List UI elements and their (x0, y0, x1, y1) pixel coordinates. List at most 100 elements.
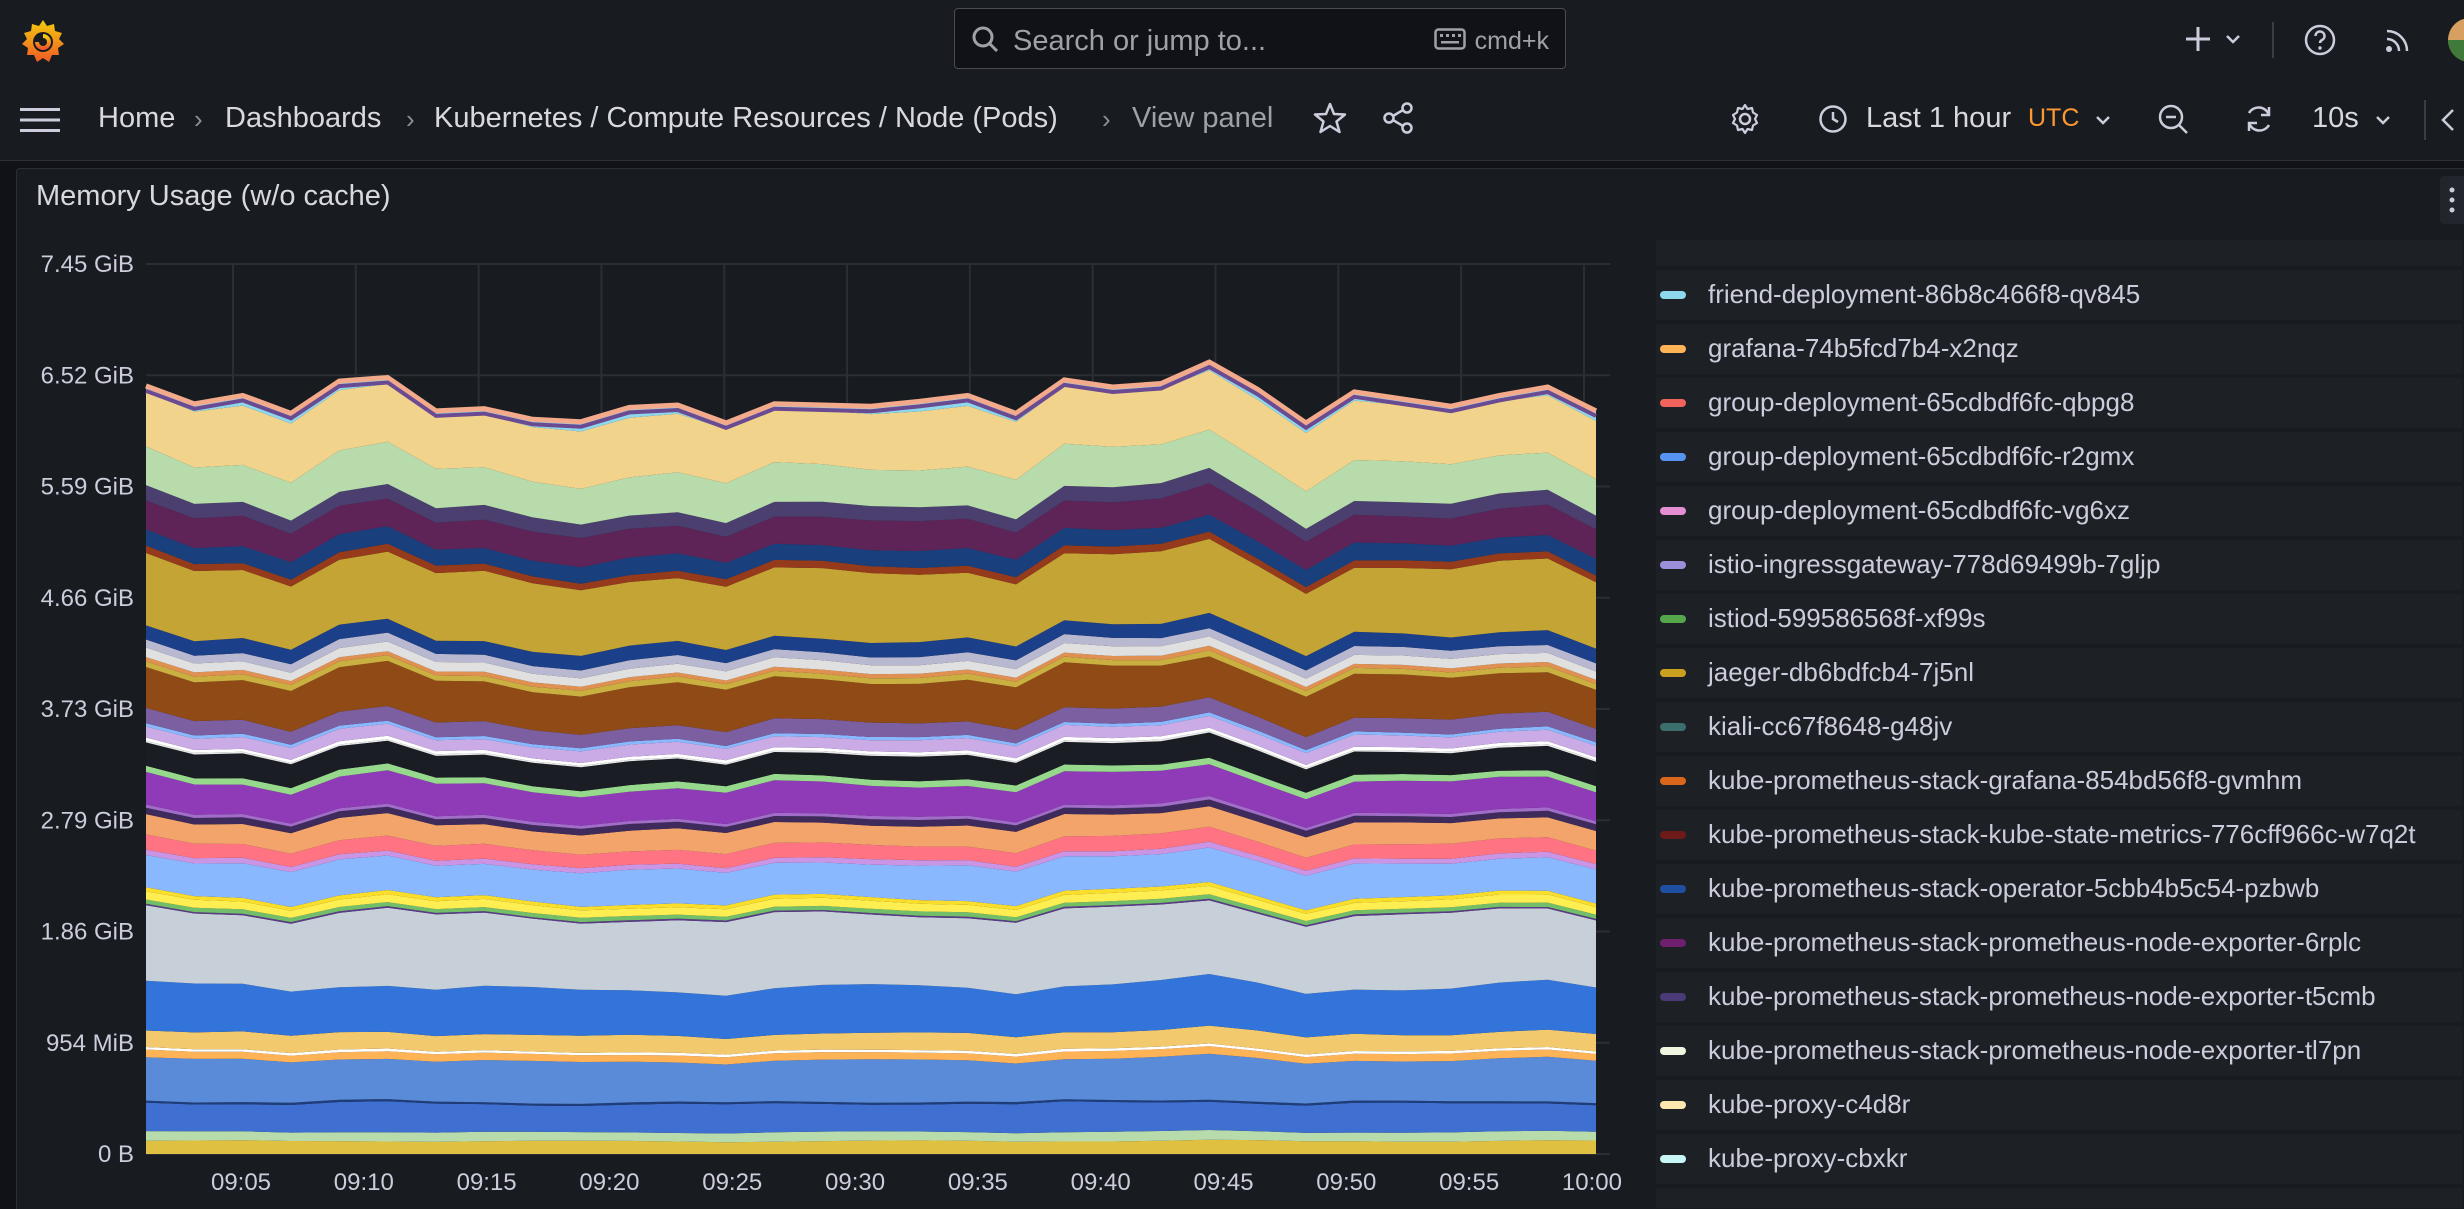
series-area[interactable] (146, 757, 1596, 800)
star-icon[interactable] (1312, 100, 1348, 136)
refresh-icon[interactable] (2240, 100, 2278, 138)
zoom-out-icon[interactable] (2154, 100, 2192, 138)
y-tick-label: 3.73 GiB (41, 696, 134, 723)
series-area[interactable] (146, 1025, 1596, 1055)
chevron-down-icon[interactable] (2220, 26, 2246, 52)
series-area[interactable] (146, 885, 1596, 921)
series-area[interactable] (146, 806, 1596, 858)
series-area[interactable] (146, 483, 1596, 570)
series-area[interactable] (146, 894, 1596, 926)
series-area[interactable] (146, 898, 1596, 927)
series-area[interactable] (146, 636, 1596, 687)
series-area[interactable] (146, 730, 1596, 770)
legend-swatch (1660, 939, 1686, 947)
series-area[interactable] (146, 370, 1596, 492)
share-icon[interactable] (1380, 100, 1416, 136)
settings-icon[interactable] (1726, 100, 1764, 138)
series-area[interactable] (146, 1099, 1596, 1106)
legend-item[interactable]: group-deployment-65cdbdf6fc-r2gmx (1656, 432, 2462, 482)
series-area[interactable] (146, 974, 1596, 1039)
series-area[interactable] (146, 1130, 1596, 1143)
help-icon[interactable] (2300, 20, 2340, 60)
series-area[interactable] (146, 612, 1596, 671)
x-tick-label: 09:05 (211, 1169, 271, 1196)
legend-item[interactable]: kube-prometheus-stack-prometheus-node-ex… (1656, 918, 2462, 968)
legend-item[interactable]: istio-ingressgateway-778d69499b-7gljp (1656, 540, 2462, 590)
panel-menu-icon[interactable] (2440, 176, 2464, 224)
series-area[interactable] (146, 628, 1596, 679)
plus-icon[interactable] (2180, 20, 2216, 58)
search-box[interactable]: Search or jump to... cmd+k (954, 8, 1566, 69)
legend-swatch (1660, 723, 1686, 731)
legend-item[interactable]: kiali-cc67f8648-g48jv (1656, 702, 2462, 752)
series-area[interactable] (146, 538, 1596, 657)
series-area[interactable] (146, 1046, 1596, 1065)
chevron-down-icon[interactable] (2370, 107, 2396, 133)
legend: friend-deployment-86b8c466f8-qv845 grafan… (1656, 240, 2464, 1208)
legend-item[interactable]: kube-prometheus-stack-prometheus-node-ex… (1656, 1026, 2462, 1076)
time-range-picker[interactable]: Last 1 hour (1866, 102, 2012, 134)
legend-item[interactable]: kube-prometheus-stack-kube-state-metrics… (1656, 810, 2462, 860)
legend-item[interactable]: jaeger-db6bdfcb4-7j5nl (1656, 648, 2462, 698)
refresh-interval-picker[interactable]: 10s (2312, 102, 2359, 134)
x-tick-label: 09:40 (1071, 1169, 1131, 1196)
breadcrumb-dashboards[interactable]: Dashboards (225, 102, 382, 134)
legend-label: friend-deployment-86b8c466f8-qv845 (1708, 279, 2141, 309)
legend-item[interactable]: kube-prometheus-stack-operator-5cbb4b5c5… (1656, 864, 2462, 914)
series-area[interactable] (146, 1101, 1596, 1134)
legend-swatch (1660, 1101, 1686, 1109)
legend-swatch (1660, 507, 1686, 515)
collapse-icon[interactable] (2436, 104, 2464, 136)
series-area[interactable] (146, 882, 1596, 914)
series-area[interactable] (146, 712, 1596, 754)
series-area[interactable] (146, 429, 1596, 529)
series-area[interactable] (146, 900, 1596, 996)
clock-icon[interactable] (1816, 102, 1850, 136)
series-area[interactable] (146, 467, 1596, 542)
chevron-right-icon: › (1102, 104, 1111, 134)
x-tick-label: 09:10 (334, 1169, 394, 1196)
series-area[interactable] (146, 732, 1596, 793)
rss-icon[interactable] (2378, 20, 2418, 60)
legend-item[interactable]: kube-proxy-cbxkr (1656, 1134, 2462, 1184)
legend-item[interactable]: kube-prometheus-stack-grafana-854bd56f8-… (1656, 756, 2462, 806)
search-shortcut: cmd+k (1474, 27, 1549, 55)
search-input[interactable]: Search or jump to... (1013, 25, 1267, 57)
chevron-down-icon[interactable] (2090, 107, 2116, 133)
legend-item[interactable]: kube-prometheus-stack-prometheus-node-ex… (1656, 972, 2462, 1022)
series-area[interactable] (146, 847, 1596, 911)
series-area[interactable] (146, 650, 1596, 697)
grafana-logo-icon[interactable] (16, 14, 70, 68)
series-area[interactable] (146, 799, 1596, 838)
legend-item[interactable]: group-deployment-65cdbdf6fc-vg6xz (1656, 486, 2462, 536)
series-area[interactable] (146, 727, 1596, 768)
legend-item[interactable]: istiod-599586568f-xf99s (1656, 594, 2462, 644)
breadcrumb-dashboard[interactable]: Kubernetes / Compute Resources / Node (P… (434, 102, 1058, 134)
legend-item[interactable]: friend-deployment-86b8c466f8-qv845 (1656, 270, 2462, 320)
avatar[interactable] (2448, 18, 2464, 62)
divider (2424, 100, 2426, 140)
legend-item[interactable]: grafana-74b5fcd7b4-x2nqz (1656, 324, 2462, 374)
x-tick-label: 09:20 (579, 1169, 639, 1196)
legend-label: group-deployment-65cdbdf6fc-vg6xz (1708, 495, 2131, 525)
legend-item-partial (1656, 240, 2462, 266)
series-area[interactable] (146, 715, 1596, 765)
series-area[interactable] (146, 826, 1596, 871)
series-area[interactable] (146, 656, 1596, 738)
series-area[interactable] (146, 697, 1596, 751)
series-area[interactable] (146, 796, 1596, 831)
series-area[interactable] (146, 1053, 1596, 1104)
breadcrumb-home[interactable]: Home (98, 102, 176, 134)
memory-usage-chart[interactable]: 0 B 954 MiB 1.86 GiB 2.79 GiB 3.73 GiB 4.66 G… (0, 240, 1640, 1208)
series-area[interactable] (146, 1043, 1596, 1058)
legend-item-partial (1656, 1188, 2462, 1208)
series-area[interactable] (146, 764, 1596, 828)
series-area[interactable] (146, 514, 1596, 588)
series-area[interactable] (146, 841, 1596, 876)
legend-item[interactable]: kube-proxy-c4d8r (1656, 1080, 2462, 1130)
y-tick-label: 2.79 GiB (41, 807, 134, 834)
menu-icon[interactable] (18, 100, 62, 140)
legend-item[interactable]: group-deployment-65cdbdf6fc-qbpg8 (1656, 378, 2462, 428)
series-area[interactable] (146, 531, 1596, 594)
series-area[interactable] (146, 645, 1596, 691)
